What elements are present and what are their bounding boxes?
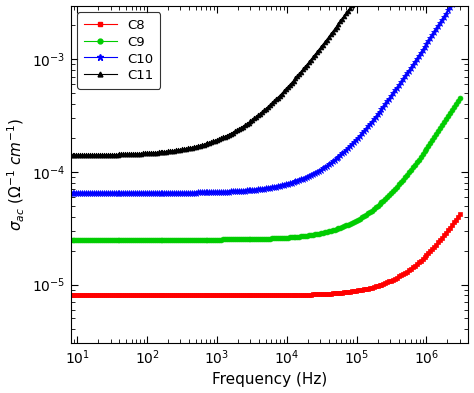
C10 xyxy=(140,191,146,195)
X-axis label: Frequency (Hz): Frequency (Hz) xyxy=(212,373,327,387)
Y-axis label: $\sigma_{ac}\ (\Omega^{-1}\ cm^{-1})$: $\sigma_{ac}\ (\Omega^{-1}\ cm^{-1})$ xyxy=(6,118,27,231)
C9 xyxy=(83,237,89,242)
C9 xyxy=(68,237,73,242)
Line: C10: C10 xyxy=(67,0,463,196)
C8 xyxy=(424,253,429,257)
C8 xyxy=(91,293,97,298)
C11 xyxy=(83,153,89,158)
C8 xyxy=(83,293,89,298)
Line: C9: C9 xyxy=(68,95,462,242)
C9 xyxy=(91,237,97,242)
C8 xyxy=(457,212,463,217)
C10 xyxy=(438,20,443,25)
C11 xyxy=(68,153,73,158)
C8 xyxy=(68,293,73,298)
C8 xyxy=(438,238,443,242)
C9 xyxy=(457,95,463,100)
C8 xyxy=(172,293,177,298)
C9 xyxy=(438,126,443,131)
C10 xyxy=(68,191,73,195)
C11 xyxy=(140,151,146,156)
C11 xyxy=(172,148,177,153)
C10 xyxy=(172,190,177,195)
Line: C8: C8 xyxy=(68,212,462,298)
C10 xyxy=(83,191,89,195)
C9 xyxy=(172,237,177,242)
C11 xyxy=(91,152,97,157)
Line: C11: C11 xyxy=(68,0,462,158)
C8 xyxy=(140,293,146,298)
C9 xyxy=(424,146,429,151)
Legend: C8, C9, C10, C11: C8, C9, C10, C11 xyxy=(77,12,160,89)
C10 xyxy=(91,191,97,195)
C10 xyxy=(424,42,429,46)
C9 xyxy=(140,237,146,242)
